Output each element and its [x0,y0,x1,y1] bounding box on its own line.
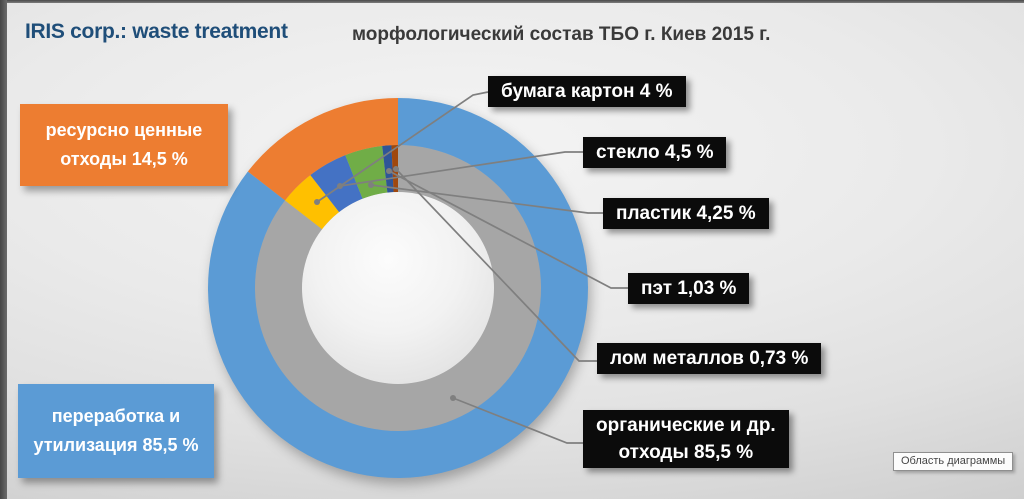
wedge-glass[interactable] [310,155,363,213]
wedge-organic[interactable] [255,145,542,431]
leader-line-glass [339,151,583,187]
wedge-paper-cardboard[interactable] [284,175,340,230]
data-label-plastic[interactable]: пластик 4,25 % [603,198,769,229]
leader-dot-paper-cardboard [314,199,320,205]
leader-dot-organic [450,395,456,401]
data-label-paper-cardboard[interactable]: бумага картон 4 % [488,76,686,107]
chart-subtitle[interactable]: морфологический состав ТБО г. Киев 2015 … [352,24,771,45]
leader-line-organic [452,397,583,444]
resource-waste-line2: отходы 14,5 % [60,149,188,169]
recycling-callout-box[interactable]: переработка и утилизация 85,5 % [18,384,214,478]
leader-line-paper-cardboard [316,91,489,203]
wedge-resource-valuable[interactable] [247,98,398,201]
chart-area[interactable] [207,98,588,479]
leader-line-plastic [370,184,603,214]
leader-dot-glass [337,183,343,189]
recycling-line1: переработка и [51,406,181,427]
leader-line-pet [388,170,628,289]
leader-line-scrap-metal [395,168,597,362]
slide-top-edge [0,0,1024,3]
data-label-organic[interactable]: органические и др. отходы 85,5 % [583,410,789,468]
resource-waste-line1: ресурсно ценные [45,120,203,141]
leader-dot-pet [386,168,392,174]
leader-dot-scrap-metal [393,166,399,172]
page-title[interactable]: IRIS corp.: waste treatment [25,20,288,43]
slide-left-edge [0,0,7,499]
recycling-line2: утилизация 85,5 % [33,435,199,455]
donut-hole [302,192,494,384]
chart-area-tooltip: Область диаграммы [893,452,1014,471]
resource-waste-callout-box[interactable]: ресурсно ценные отходы 14,5 % [20,104,228,186]
leader-lines [314,91,628,444]
data-label-scrap-metal[interactable]: лом металлов 0,73 % [597,343,822,374]
leader-dot-plastic [368,182,374,188]
data-label-glass[interactable]: стекло 4,5 % [583,137,727,168]
data-label-pet[interactable]: пэт 1,03 % [628,273,750,304]
